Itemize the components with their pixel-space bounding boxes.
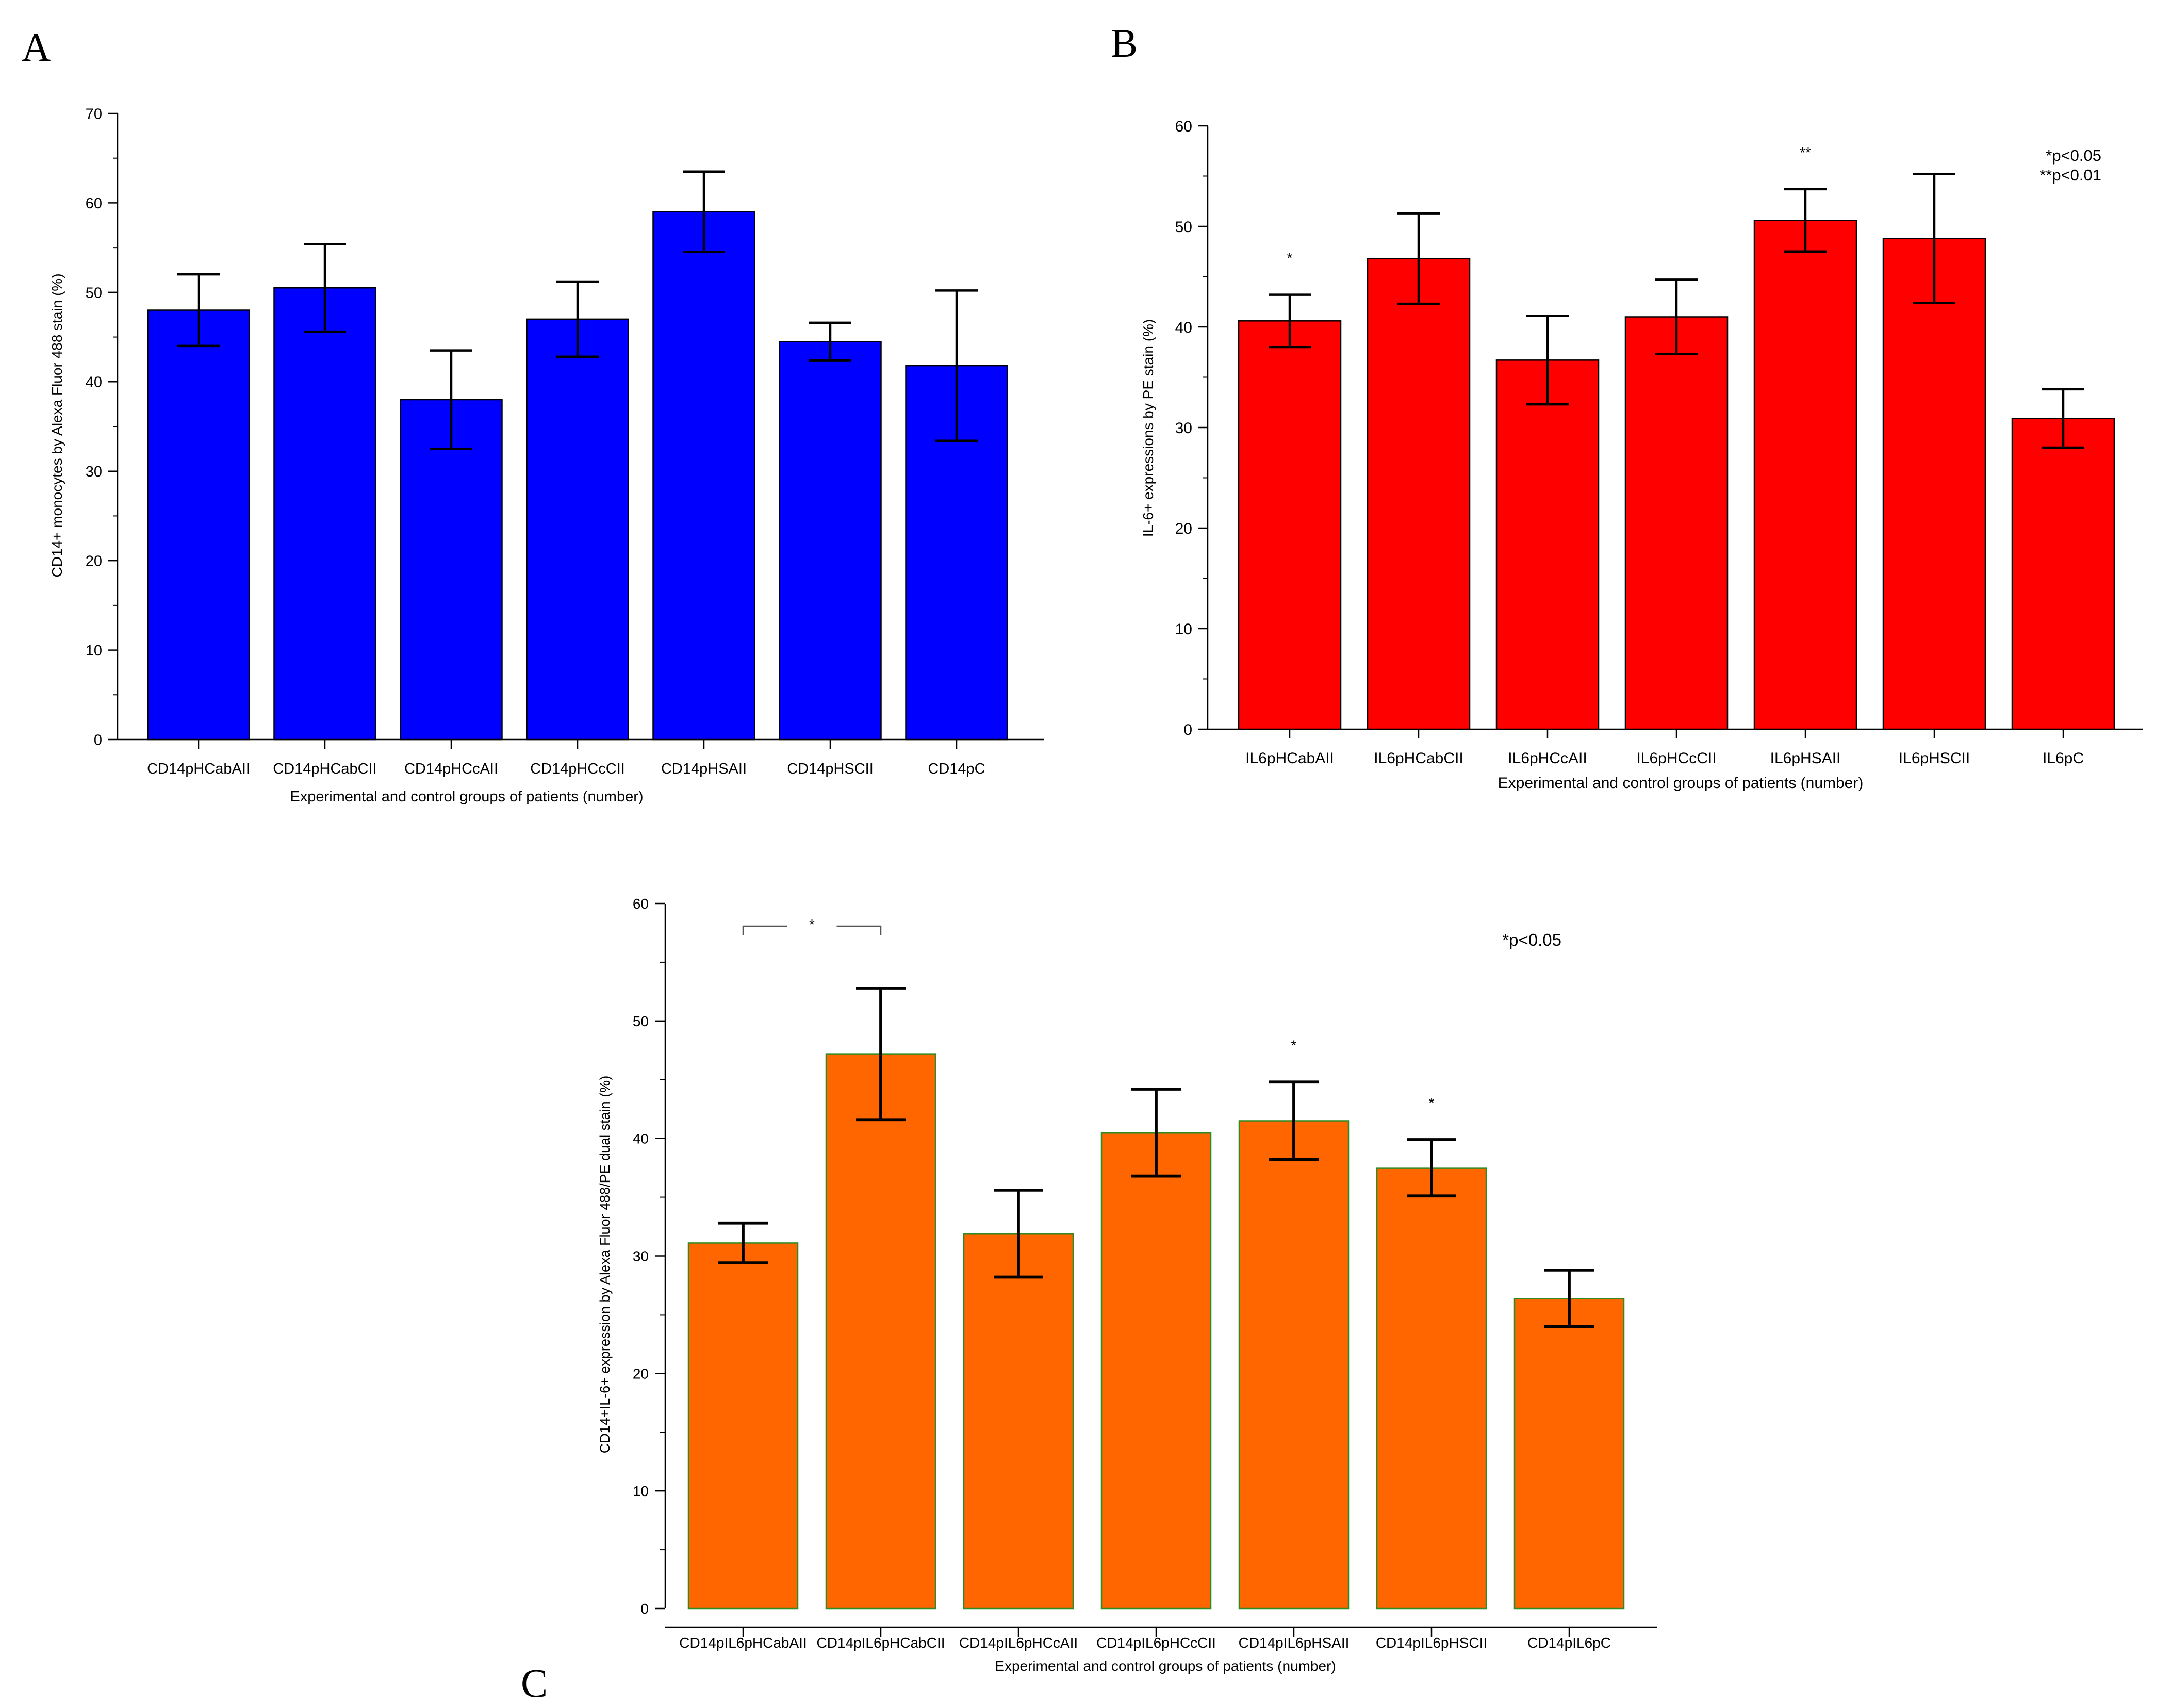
panel-c-bar	[963, 1233, 1074, 1610]
panel-a-y-tick-label: 40	[86, 374, 102, 391]
panel-b-y-tick-label: 10	[1175, 621, 1192, 638]
panel-c-x-tick-label: CD14pIL6pHCabAII	[679, 1635, 807, 1651]
panel-a-x-tick-label: CD14pHCabCII	[273, 761, 376, 777]
panel-b-bar	[1238, 320, 1342, 730]
panel-a-x-tick-label: CD14pHCcAII	[404, 761, 498, 777]
panel-b-x-tick-label: IL6pHCabCII	[1374, 750, 1463, 767]
panel-a-bar	[779, 340, 882, 741]
panel-a-x-tick-label: CD14pHCcCII	[530, 761, 625, 777]
panel-b-significance-marker: **	[1800, 144, 1811, 160]
panel-b-x-tick-label: IL6pHCcAII	[1508, 750, 1587, 767]
panel-b-bar	[2011, 418, 2115, 730]
panel-c-bar	[825, 1053, 936, 1610]
panel-b-x-tick-label: IL6pHCcCII	[1636, 750, 1716, 767]
panel-c-letter: C	[521, 1661, 548, 1705]
panel-a-y-axis-title: CD14+ monocytes by Alexa Fluor 488 stain…	[49, 273, 65, 577]
panel-c-bar	[687, 1242, 799, 1610]
panel-c-bar	[1100, 1132, 1212, 1610]
panel-b-bar	[1624, 316, 1729, 730]
panel-a-y-tick-label: 60	[86, 195, 102, 212]
panel-c-bar	[1238, 1120, 1350, 1610]
panel-b-pvalue-note: **p<0.01	[2039, 166, 2101, 184]
panel-c-pvalue-note: *p<0.05	[1502, 930, 1561, 949]
panel-c-x-tick-label: CD14pIL6pHCcCII	[1096, 1635, 1216, 1651]
panel-b-x-tick-label: IL6pHCabAII	[1245, 750, 1334, 767]
panel-b-y-tick-label: 60	[1175, 118, 1192, 135]
panel-b-x-tick-label: IL6pHSCII	[1899, 750, 1970, 767]
panel-c-bar	[1513, 1298, 1625, 1610]
panel-a-bar	[526, 318, 629, 741]
panel-b-letter: B	[1111, 21, 1138, 65]
panel-a-bar	[652, 211, 755, 741]
panel-c-bracket-left	[742, 925, 787, 935]
panel-a-y-tick-label: 50	[86, 285, 102, 301]
panel-a-y-tick-label: 30	[86, 464, 102, 480]
panel-c-y-axis-title: CD14+IL-6+ expression by Alexa Fluor 488…	[597, 1076, 613, 1453]
panel-b-y-tick-label: 0	[1183, 721, 1192, 738]
panel-c-y-tick-label: 20	[633, 1366, 649, 1382]
panel-c-x-tick-label: CD14pIL6pHSAII	[1239, 1635, 1350, 1651]
panel-b-x-axis-title: Experimental and control groups of patie…	[1498, 775, 1864, 792]
panel-c-x-tick-label: CD14pIL6pHCabCII	[816, 1635, 945, 1651]
panel-c-bracket-right	[836, 925, 882, 935]
panel-b-significance-marker: *	[1287, 250, 1293, 266]
panel-c-y-tick-label: 10	[633, 1483, 649, 1499]
panel-c-y-tick-label: 30	[633, 1249, 649, 1264]
panel-b-y-tick-label: 50	[1175, 219, 1192, 236]
panel-c-y-tick-label: 50	[633, 1013, 649, 1029]
panel-b-y-tick-label: 20	[1175, 520, 1192, 537]
panel-c-significance-marker: *	[1429, 1095, 1435, 1111]
panel-b-pvalue-note: *p<0.05	[2046, 146, 2101, 165]
panel-a-x-axis-title: Experimental and control groups of patie…	[290, 789, 643, 805]
panel-c-x-tick-label: CD14pIL6pHSCII	[1376, 1635, 1487, 1651]
panel-a-bar	[147, 309, 250, 741]
panel-c-x-tick-label: CD14pIL6pC	[1527, 1635, 1611, 1651]
panel-a-y-tick-label: 10	[86, 643, 102, 659]
panel-c-significance-marker: *	[1291, 1037, 1297, 1053]
panel-b-x-tick-label: IL6pHSAII	[1770, 750, 1841, 767]
panel-b-y-tick-label: 30	[1175, 420, 1192, 437]
panel-b-bar	[1882, 238, 1986, 730]
panel-b-bar	[1367, 258, 1471, 730]
panel-a-bar	[273, 287, 376, 741]
panel-c-bar	[1376, 1167, 1487, 1610]
panel-b-y-tick-label: 40	[1175, 319, 1192, 336]
panel-c-bracket-label: *	[809, 916, 815, 932]
panel-c-y-tick-label: 60	[633, 896, 649, 912]
panel-b-x-tick-label: IL6pC	[2043, 750, 2084, 767]
panel-b-bar	[1753, 220, 1857, 730]
panel-b-y-axis-title: IL-6+ expressions by PE stain (%)	[1140, 319, 1156, 537]
panel-c-y-tick-label: 40	[633, 1131, 649, 1147]
panel-a-x-tick-label: CD14pHCabAII	[147, 761, 250, 777]
panel-a-y-tick-label: 70	[86, 106, 102, 122]
panel-a-bar	[400, 399, 503, 741]
panel-c-x-tick-label: CD14pIL6pHCcAII	[959, 1635, 1078, 1651]
panel-a-x-tick-label: CD14pHSAII	[661, 761, 747, 777]
panel-a-letter: A	[22, 25, 51, 70]
panel-a-y-tick-label: 20	[86, 553, 102, 570]
panel-a-x-tick-label: CD14pC	[928, 761, 985, 777]
panel-b-bar	[1495, 359, 1600, 730]
panel-c-y-tick-label: 0	[640, 1601, 649, 1617]
panel-a-x-tick-label: CD14pHSCII	[787, 761, 874, 777]
panel-c-x-axis-title: Experimental and control groups of patie…	[995, 1658, 1336, 1674]
panel-a-y-tick-label: 0	[94, 732, 102, 748]
